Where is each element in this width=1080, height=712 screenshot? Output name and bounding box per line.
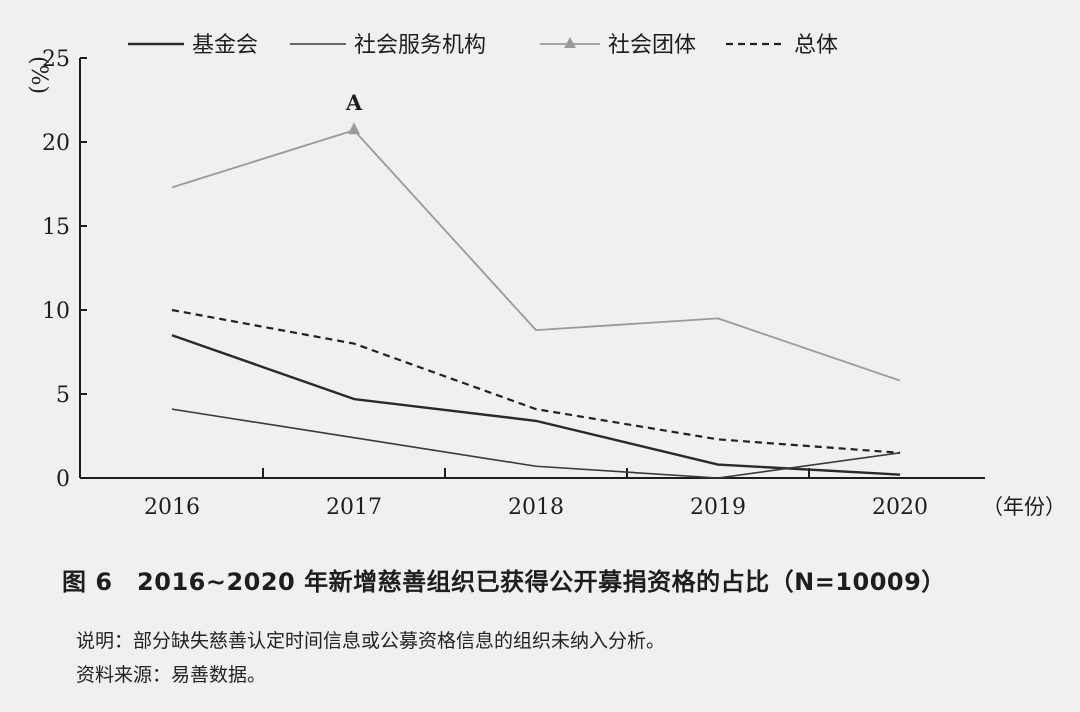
- figure-source: 资料来源：易善数据。: [76, 664, 267, 686]
- data-point: [898, 379, 902, 383]
- y-tick-label: 5: [56, 383, 70, 408]
- legend-label: 社会团体: [608, 33, 696, 58]
- data-point: [534, 419, 538, 423]
- data-point: [352, 342, 356, 346]
- x-axis-unit-label: （年份）: [982, 495, 1066, 519]
- series-line-4: [171, 308, 901, 454]
- data-point: [352, 397, 356, 401]
- legend-label: 总体: [794, 33, 838, 58]
- data-point: [170, 308, 174, 312]
- data-point: [534, 328, 538, 332]
- x-tick-label: 2016: [144, 495, 200, 520]
- data-point: [352, 436, 356, 440]
- legend-label: 社会服务机构: [354, 33, 486, 58]
- data-point: [898, 451, 902, 455]
- x-tick-label: 2019: [690, 495, 746, 520]
- y-tick-label: 10: [42, 299, 70, 324]
- y-axis-label: (%): [26, 56, 51, 94]
- series-line-2: [171, 408, 901, 479]
- data-point: [170, 185, 174, 189]
- figure-caption: 图 6 2016~2020 年新增慈善组织已获得公开募捐资格的占比（N=1000…: [62, 568, 946, 596]
- chart-series-lines: A: [170, 90, 902, 480]
- figure-note: 说明：部分缺失慈善认定时间信息或公募资格信息的组织未纳入分析。: [76, 630, 666, 652]
- data-point: [170, 333, 174, 337]
- y-tick-label: 25: [42, 47, 70, 72]
- x-tick-label: 2018: [508, 495, 564, 520]
- data-point: [898, 473, 902, 477]
- y-tick-label: 15: [42, 215, 70, 240]
- x-tick-label: 2020: [872, 495, 928, 520]
- data-point: [716, 316, 720, 320]
- data-point: [170, 407, 174, 411]
- data-point: [534, 464, 538, 468]
- data-point: [534, 407, 538, 411]
- y-tick-label: 20: [42, 131, 70, 156]
- x-tick-label: 2017: [326, 495, 382, 520]
- annotation-label: A: [345, 90, 363, 115]
- legend-label: 基金会: [192, 33, 258, 58]
- data-point: [716, 463, 720, 467]
- data-point: [716, 437, 720, 441]
- series-line-1: [171, 334, 901, 476]
- y-tick-label: 0: [56, 467, 70, 492]
- chart-axes: 0 5 10 15 20 25(%) 2016 2017 2018 2019 2020 （年份）: [26, 47, 1066, 520]
- legend-marker: [564, 37, 576, 48]
- data-point: [716, 476, 720, 480]
- annotation-marker: [348, 122, 360, 135]
- series-line-3: [171, 129, 901, 382]
- chart-legend: 基金会 社会服务机构 社会团体 总体: [128, 33, 838, 58]
